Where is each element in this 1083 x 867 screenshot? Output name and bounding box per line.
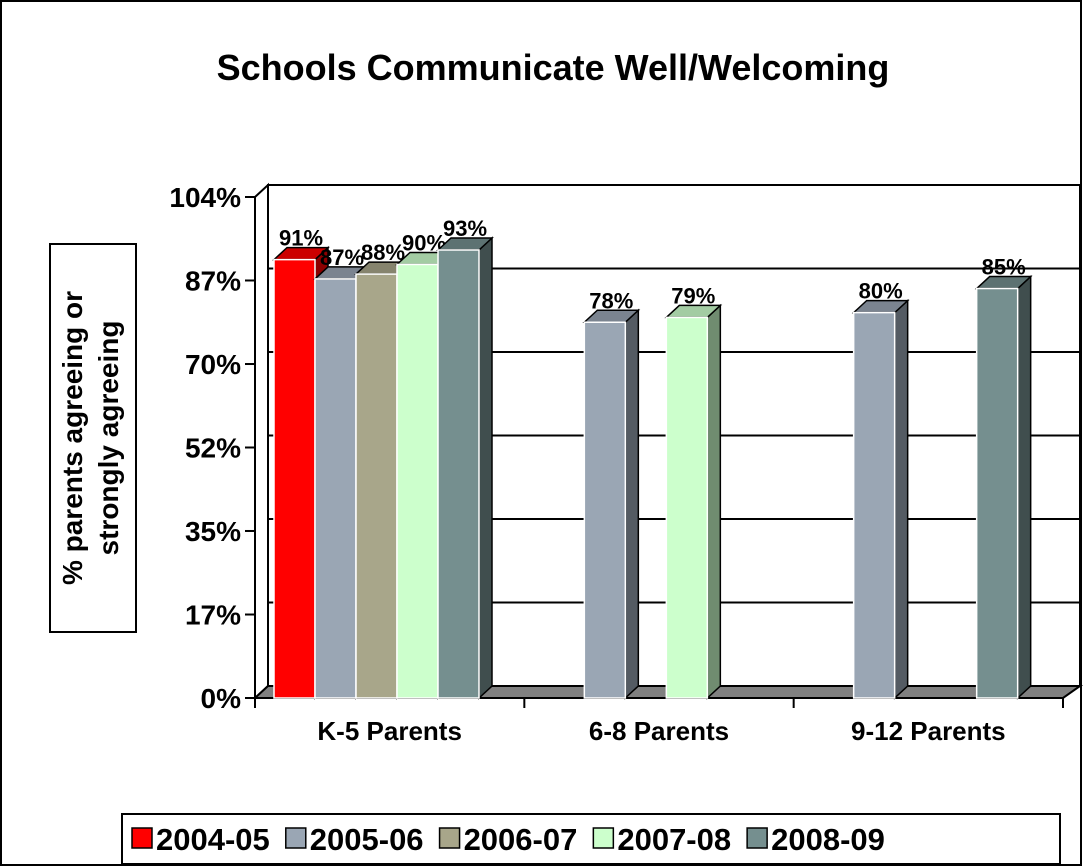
bar-top-shade: [274, 247, 328, 260]
bar: [436, 236, 494, 700]
bar-front: [975, 287, 1019, 699]
bar-side-shade: [894, 300, 908, 698]
bar-front: [396, 263, 439, 699]
data-label: 78%: [589, 288, 633, 313]
bar-side-shade: [479, 237, 492, 698]
data-label: 87%: [320, 245, 364, 270]
data-label: 91%: [279, 226, 323, 251]
data-label: 80%: [859, 279, 903, 304]
bar: [851, 298, 910, 700]
bar-side-shade: [1017, 276, 1031, 698]
bar-top-shade: [584, 310, 639, 323]
bar-top-shade: [853, 300, 908, 313]
bar: [974, 274, 1033, 700]
bar-top-shade: [666, 305, 721, 318]
y-tick-label: 70%: [185, 349, 241, 380]
y-tick-label: 104%: [169, 182, 241, 213]
chart-title: Schools Communicate Well/Welcoming: [217, 47, 890, 88]
legend-swatch: [438, 827, 461, 849]
legend-swatch: [285, 827, 307, 849]
legend-swatch: [131, 827, 153, 849]
bar-side-shade: [625, 310, 639, 698]
legend-label: 2007-08: [617, 822, 731, 857]
bar: [664, 303, 723, 700]
legend-box: [121, 813, 1061, 865]
bar-front: [314, 278, 357, 699]
bar-front: [437, 249, 480, 699]
y-tick-label: 35%: [185, 516, 241, 547]
y-label-box: [49, 243, 137, 633]
bar-front: [273, 258, 316, 699]
x-tick-label: 9-12 Parents: [851, 716, 1006, 746]
legend-swatch: [746, 827, 768, 849]
x-tick-label: 6-8 Parents: [589, 716, 729, 746]
bar-side-shade: [707, 305, 721, 698]
legend-label: 2005-06: [310, 822, 424, 857]
bar-top-shade: [438, 237, 492, 250]
data-label: 79%: [671, 283, 715, 308]
bar-top-shade: [976, 276, 1031, 289]
legend-label: 2008-09: [771, 822, 885, 857]
plot-side-wall: [254, 182, 269, 701]
bar-front: [355, 273, 398, 699]
y-tick-label: 52%: [185, 433, 241, 464]
bar-front: [665, 316, 709, 699]
data-label: 85%: [982, 255, 1026, 280]
y-axis-label: % parents agreeing or: [57, 291, 88, 585]
y-tick-label: 0%: [201, 683, 242, 714]
y-tick-label: 87%: [185, 265, 241, 296]
y-axis-label: strongly agreeing: [93, 321, 124, 556]
legend-swatch: [592, 827, 615, 849]
legend-label: 2006-07: [464, 822, 578, 857]
bar-front: [852, 311, 896, 699]
data-label: 93%: [443, 216, 487, 241]
data-label: 88%: [361, 240, 405, 265]
bar-front: [583, 321, 627, 699]
x-tick-label: K-5 Parents: [317, 716, 462, 746]
y-tick-label: 17%: [185, 600, 241, 631]
bar: [582, 308, 641, 700]
legend-label: 2004-05: [156, 822, 270, 857]
